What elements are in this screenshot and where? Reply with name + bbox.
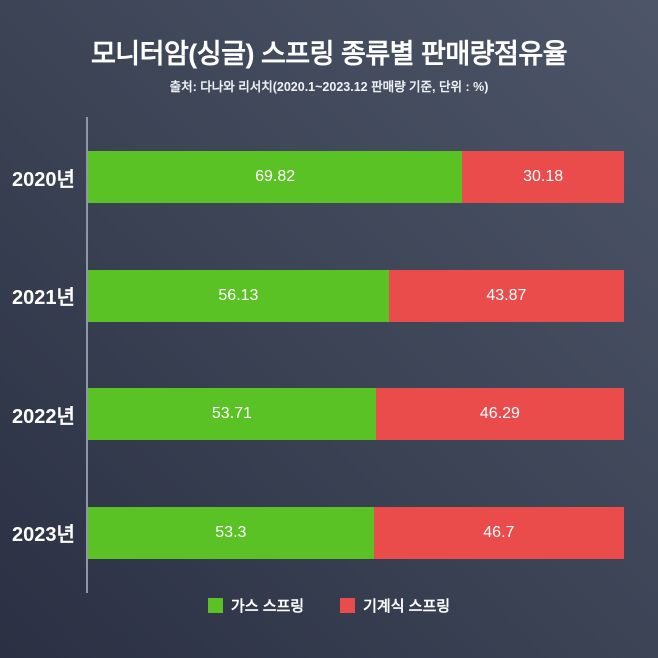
bar-segment-gas-spring: 53.3 bbox=[88, 506, 374, 559]
y-axis-line bbox=[86, 117, 88, 593]
chart-row: 2021년 56.13 43.87 bbox=[0, 237, 658, 356]
legend-item-mechanical-spring: 기계식 스프링 bbox=[340, 595, 450, 616]
value-label: 53.3 bbox=[215, 523, 247, 541]
stacked-bar: 69.82 30.18 bbox=[88, 151, 624, 204]
stacked-bar: 53.71 46.29 bbox=[88, 388, 624, 441]
bar-segment-mechanical-spring: 46.7 bbox=[373, 506, 624, 559]
bar-segment-gas-spring: 53.71 bbox=[88, 388, 376, 441]
value-label: 46.29 bbox=[479, 405, 520, 423]
legend-label: 기계식 스프링 bbox=[363, 598, 451, 615]
value-label: 46.7 bbox=[483, 523, 515, 541]
legend-label: 가스 스프링 bbox=[230, 598, 305, 615]
value-label: 43.87 bbox=[486, 286, 527, 304]
category-label: 2021년 bbox=[12, 287, 75, 310]
bar-segment-mechanical-spring: 43.87 bbox=[388, 269, 624, 322]
bar-segment-mechanical-spring: 30.18 bbox=[462, 151, 624, 204]
legend-swatch-red bbox=[340, 598, 356, 613]
chart-row: 2020년 69.82 30.18 bbox=[0, 118, 658, 237]
chart-row: 2022년 53.71 46.29 bbox=[0, 355, 658, 474]
value-label: 53.71 bbox=[211, 405, 252, 423]
chart-row: 2023년 53.3 46.7 bbox=[0, 474, 658, 593]
chart-subtitle: 출처: 다나와 리서치(2020.1~2023.12 판매량 기준, 단위 : … bbox=[169, 80, 489, 94]
legend: 가스 스프링 기계식 스프링 bbox=[0, 595, 658, 616]
legend-swatch-green bbox=[207, 598, 223, 613]
value-label: 56.13 bbox=[218, 286, 259, 304]
bar-segment-gas-spring: 69.82 bbox=[88, 151, 463, 204]
stacked-bar: 53.3 46.7 bbox=[88, 506, 624, 559]
bar-segment-mechanical-spring: 46.29 bbox=[375, 388, 624, 441]
category-label: 2020년 bbox=[12, 168, 75, 191]
stacked-bar: 56.13 43.87 bbox=[88, 269, 624, 322]
legend-item-gas-spring: 가스 스프링 bbox=[207, 595, 305, 616]
bar-segment-gas-spring: 56.13 bbox=[88, 269, 389, 322]
value-label: 30.18 bbox=[523, 168, 564, 186]
category-label: 2023년 bbox=[12, 524, 75, 547]
category-label: 2022년 bbox=[12, 405, 75, 428]
plot-rows: 2020년 69.82 30.18 2021년 56.13 43.87 2022년 53.71… bbox=[0, 118, 658, 592]
chart-title: 모니터암(싱글) 스프링 종류별 판매량점유율 bbox=[90, 39, 568, 69]
value-label: 69.82 bbox=[255, 168, 296, 186]
